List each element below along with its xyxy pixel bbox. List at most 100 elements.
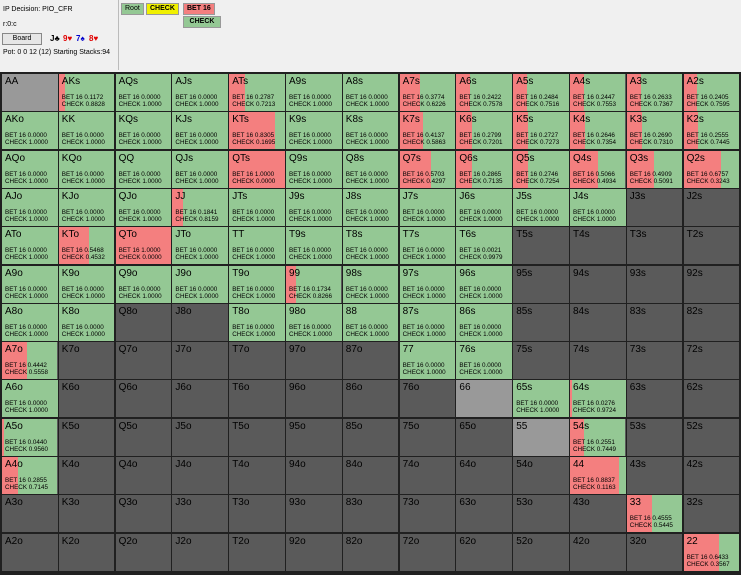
hand-cell[interactable]: 73s [626, 342, 683, 380]
hand-cell[interactable]: ATs BET 16 0.2787 CHECK 0.7213 [229, 74, 285, 111]
hand-cell[interactable]: KQs BET 16 0.0000 CHECK 1.0000 [115, 112, 172, 150]
hand-cell[interactable]: Q6o [115, 380, 172, 418]
hand-cell[interactable]: T3o [229, 495, 285, 533]
hand-cell[interactable]: KJo BET 16 0.0000 CHECK 1.0000 [58, 188, 115, 226]
hand-cell[interactable]: 92o [286, 533, 342, 571]
hand-cell[interactable]: 84o [342, 457, 399, 494]
hand-cell[interactable]: K5s BET 16 0.2727 CHECK 0.7273 [513, 112, 569, 150]
hand-cell[interactable]: 87s BET 16 0.0000 CHECK 1.0000 [399, 303, 456, 341]
hand-cell[interactable]: 53o [513, 495, 569, 533]
hand-cell[interactable]: J9o BET 16 0.0000 CHECK 1.0000 [172, 265, 228, 303]
hand-cell[interactable]: J5s BET 16 0.0000 CHECK 1.0000 [513, 188, 569, 226]
hand-cell[interactable]: A2s BET 16 0.2405 CHECK 0.7595 [683, 74, 740, 111]
hand-cell[interactable]: 88 BET 16 0.0000 CHECK 1.0000 [342, 303, 399, 341]
hand-cell[interactable]: Q8s BET 16 0.0000 CHECK 1.0000 [342, 150, 399, 188]
hand-cell[interactable]: 95s [513, 265, 569, 303]
hand-cell[interactable]: QJs BET 16 0.0000 CHECK 1.0000 [172, 150, 228, 188]
hand-cell[interactable]: J6s BET 16 0.0000 CHECK 1.0000 [456, 188, 512, 226]
hand-cell[interactable]: A7s BET 16 0.3774 CHECK 0.6226 [399, 74, 456, 111]
hand-cell[interactable]: T2o [229, 533, 285, 571]
hand-cell[interactable]: K5o [58, 418, 115, 456]
hand-cell[interactable]: 63s [626, 380, 683, 418]
hand-cell[interactable]: 83s [626, 303, 683, 341]
hand-cell[interactable]: J6o [172, 380, 228, 418]
hand-cell[interactable]: T5s [513, 227, 569, 265]
hand-cell[interactable]: 95o [286, 418, 342, 456]
hand-cell[interactable]: K7s BET 16 0.4137 CHECK 0.5863 [399, 112, 456, 150]
hand-cell[interactable]: K3s BET 16 0.2690 CHECK 0.7310 [626, 112, 683, 150]
hand-cell[interactable]: Q3s BET 16 0.4909 CHECK 0.5091 [626, 150, 683, 188]
hand-cell[interactable]: A7o BET 16 0.4442 CHECK 0.5558 [2, 342, 58, 380]
tree-node-check[interactable]: CHECK [146, 3, 179, 15]
hand-cell[interactable]: A8s BET 16 0.0000 CHECK 1.0000 [342, 74, 399, 111]
hand-cell[interactable]: K6s BET 16 0.2799 CHECK 0.7201 [456, 112, 512, 150]
hand-cell[interactable]: 77 BET 16 0.0000 CHECK 1.0000 [399, 342, 456, 380]
hand-cell[interactable]: 97o [286, 342, 342, 380]
hand-cell[interactable]: K8o BET 16 0.0000 CHECK 1.0000 [58, 303, 115, 341]
hand-cell[interactable]: 22 BET 16 0.6433 CHECK 0.3567 [683, 533, 740, 571]
hand-cell[interactable]: 87o [342, 342, 399, 380]
hand-cell[interactable]: T9o BET 16 0.0000 CHECK 1.0000 [229, 265, 285, 303]
hand-cell[interactable]: 44 BET 16 0.8837 CHECK 0.1163 [570, 457, 626, 494]
hand-cell[interactable]: A9s BET 16 0.0000 CHECK 1.0000 [286, 74, 342, 111]
hand-cell[interactable]: 52o [513, 533, 569, 571]
hand-cell[interactable]: J2s [683, 188, 740, 226]
hand-cell[interactable]: 32s [683, 495, 740, 533]
hand-cell[interactable]: A3s BET 16 0.2633 CHECK 0.7367 [626, 74, 683, 111]
hand-cell[interactable]: Q9o BET 16 0.0000 CHECK 1.0000 [115, 265, 172, 303]
hand-cell[interactable]: TT BET 16 0.0000 CHECK 1.0000 [229, 227, 285, 265]
hand-cell[interactable]: 86o [342, 380, 399, 418]
hand-cell[interactable]: Q9s BET 16 0.0000 CHECK 1.0000 [286, 150, 342, 188]
hand-cell[interactable]: K2o [58, 533, 115, 571]
hand-cell[interactable]: QJo BET 16 0.0000 CHECK 1.0000 [115, 188, 172, 226]
hand-cell[interactable]: 73o [399, 495, 456, 533]
hand-cell[interactable]: KJs BET 16 0.0000 CHECK 1.0000 [172, 112, 228, 150]
hand-cell[interactable]: 63o [456, 495, 512, 533]
hand-cell[interactable]: AJo BET 16 0.0000 CHECK 1.0000 [2, 188, 58, 226]
hand-cell[interactable]: T6s BET 16 0.0021 CHECK 0.9979 [456, 227, 512, 265]
hand-cell[interactable]: 33 BET 16 0.4555 CHECK 0.5445 [626, 495, 683, 533]
hand-cell[interactable]: J4s BET 16 0.0000 CHECK 1.0000 [570, 188, 626, 226]
hand-cell[interactable]: QTs BET 16 1.0000 CHECK 0.0000 [229, 150, 285, 188]
hand-cell[interactable]: K7o [58, 342, 115, 380]
hand-cell[interactable]: 54o [513, 457, 569, 494]
hand-cell[interactable]: J5o [172, 418, 228, 456]
hand-cell[interactable]: 96o [286, 380, 342, 418]
hand-cell[interactable]: AQs BET 16 0.0000 CHECK 1.0000 [115, 74, 172, 111]
hand-cell[interactable]: A5s BET 16 0.2484 CHECK 0.7516 [513, 74, 569, 111]
hand-cell[interactable]: 42s [683, 457, 740, 494]
hand-cell[interactable]: A3o [2, 495, 58, 533]
hand-cell[interactable]: K8s BET 16 0.0000 CHECK 1.0000 [342, 112, 399, 150]
hand-cell[interactable]: 93s [626, 265, 683, 303]
hand-cell[interactable]: 42o [570, 533, 626, 571]
hand-cell[interactable]: 53s [626, 418, 683, 456]
hand-cell[interactable]: A6o BET 16 0.0000 CHECK 1.0000 [2, 380, 58, 418]
hand-cell[interactable]: 72o [399, 533, 456, 571]
hand-cell[interactable]: J7o [172, 342, 228, 380]
hand-cell[interactable]: Q8o [115, 303, 172, 341]
hand-cell[interactable]: K9s BET 16 0.0000 CHECK 1.0000 [286, 112, 342, 150]
hand-cell[interactable]: A5o BET 16 0.0440 CHECK 0.9560 [2, 418, 58, 456]
hand-cell[interactable]: A8o BET 16 0.0000 CHECK 1.0000 [2, 303, 58, 341]
hand-cell[interactable]: 43s [626, 457, 683, 494]
hand-cell[interactable]: J8s BET 16 0.0000 CHECK 1.0000 [342, 188, 399, 226]
hand-cell[interactable]: 86s BET 16 0.0000 CHECK 1.0000 [456, 303, 512, 341]
hand-cell[interactable]: 85o [342, 418, 399, 456]
hand-cell[interactable]: 84s [570, 303, 626, 341]
hand-cell[interactable]: Q4o [115, 457, 172, 494]
hand-cell[interactable]: 64s BET 16 0.0276 CHECK 0.9724 [570, 380, 626, 418]
hand-cell[interactable]: 62s [683, 380, 740, 418]
hand-cell[interactable]: A4o BET 16 0.2855 CHECK 0.7145 [2, 457, 58, 494]
hand-cell[interactable]: QQ BET 16 0.0000 CHECK 1.0000 [115, 150, 172, 188]
hand-cell[interactable]: T9s BET 16 0.0000 CHECK 1.0000 [286, 227, 342, 265]
hand-cell[interactable]: J2o [172, 533, 228, 571]
hand-cell[interactable]: AJs BET 16 0.0000 CHECK 1.0000 [172, 74, 228, 111]
hand-cell[interactable]: 92s [683, 265, 740, 303]
hand-cell[interactable]: 85s [513, 303, 569, 341]
hand-cell[interactable]: 32o [626, 533, 683, 571]
hand-cell[interactable]: 99 BET 16 0.1734 CHECK 0.8266 [286, 265, 342, 303]
hand-cell[interactable]: T6o [229, 380, 285, 418]
hand-cell[interactable]: Q2s BET 16 0.6757 CHECK 0.3243 [683, 150, 740, 188]
hand-cell[interactable]: T5o [229, 418, 285, 456]
hand-cell[interactable]: KTs BET 16 0.8305 CHECK 0.1695 [229, 112, 285, 150]
